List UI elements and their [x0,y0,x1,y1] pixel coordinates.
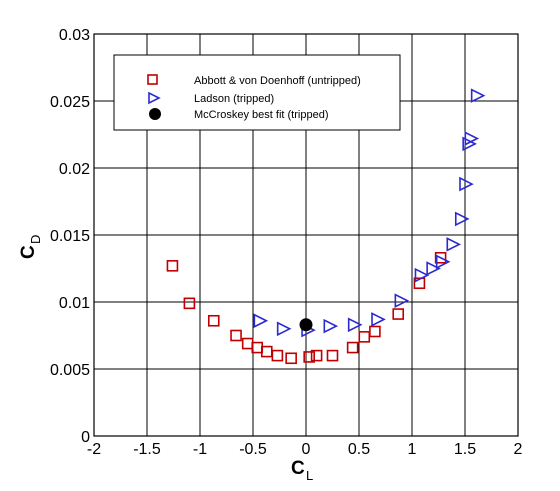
x-axis-title-subscript: L [306,468,313,483]
ladson-data-point [347,317,363,333]
ladson-data-point [253,313,269,329]
abbott-data-point [358,331,371,343]
x-tick-label: 1.5 [454,441,476,458]
y-tick-label: 0.025 [50,94,90,111]
legend-marker-ladson [148,91,161,105]
x-tick-label: 2 [514,441,523,458]
x-tick-label: -0.5 [239,441,267,458]
ladson-data-point [459,176,474,192]
legend: Abbott & von Doenhoff (untripped) Ladson… [113,54,401,131]
ladson-data-point [414,267,430,283]
legend-marker-mccroskey [149,108,161,120]
x-tick-label: -2 [87,441,101,458]
mccroskey-data-point [299,318,313,332]
ladson-data-point [454,211,470,227]
x-tick-label: 1 [408,441,417,458]
abbott-data-point [271,349,284,362]
legend-label-mccroskey: McCroskey best fit (tripped) [194,109,328,121]
y-tick-label: 0 [81,429,90,446]
ladson-data-point [323,318,339,334]
x-tick-label: -1.5 [133,441,161,458]
ladson-data-point [462,136,477,152]
x-tick-label: 0 [302,441,311,458]
data-markers [166,88,486,365]
x-tick-label: 0.5 [348,441,370,458]
legend-label-ladson: Ladson (tripped) [194,93,274,105]
abbott-data-point [326,349,339,362]
abbott-data-point [434,251,447,264]
ladson-data-point [426,261,441,276]
abbott-data-point [369,325,381,338]
ladson-data-point [464,131,480,146]
y-tick-label: 0.005 [50,362,90,379]
legend-box [113,54,401,131]
abbott-data-point [285,352,297,365]
ladson-data-point [371,312,386,327]
abbott-data-point [166,260,179,272]
abbott-data-point [310,349,323,362]
y-tick-labels: 0 0.005 0.01 0.015 0.02 0.025 0.03 [50,27,90,446]
abbott-data-point [241,337,254,350]
x-tick-label: -1 [193,441,207,458]
abbott-data-point [413,277,426,290]
x-tick-labels: -2 -1.5 -1 -0.5 0 0.5 1 1.5 2 [87,441,523,458]
abbott-data-point [392,308,405,320]
abbott-data-point [346,341,359,354]
y-tick-label: 0.01 [59,295,90,312]
abbott-data-point [230,329,242,342]
abbott-data-point [303,351,315,363]
ladson-data-point [394,293,410,308]
y-tick-label: 0.03 [59,27,90,44]
abbott-data-point [260,345,273,358]
abbott-data-point [251,341,264,354]
legend-marker-abbott [147,74,158,85]
y-tick-label: 0.015 [50,228,90,245]
y-axis-title-subscript: D [28,235,43,244]
x-axis-title: C [291,458,305,479]
y-tick-label: 0.02 [59,161,90,178]
y-axis-title: C [18,245,39,259]
ladson-data-point [435,254,451,270]
plot-frame [93,33,519,437]
ladson-data-point [470,88,486,103]
abbott-data-point [207,314,220,327]
abbott-data-point [183,297,196,310]
ladson-data-point [276,321,292,337]
legend-label-abbott: Abbott & von Doenhoff (untripped) [194,75,361,87]
ladson-data-point [446,237,462,252]
